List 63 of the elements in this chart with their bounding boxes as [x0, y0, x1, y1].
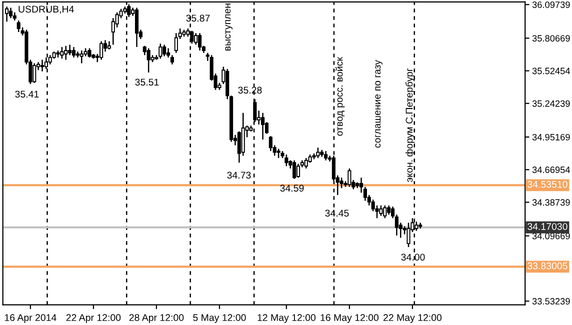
- candlestick: [60, 46, 64, 60]
- x-tick-label: 16 May 12:00: [320, 314, 379, 323]
- candlestick: [348, 168, 352, 188]
- x-tick-label: 12 May 12:00: [258, 314, 316, 323]
- candlestick: [292, 160, 296, 180]
- annotation: соглашение по газу: [375, 60, 383, 148]
- candlestick: [276, 148, 280, 159]
- candlestick: [174, 32, 178, 54]
- annotation: 34.73: [227, 172, 251, 179]
- candlestick: [158, 42, 162, 60]
- y-tick-label: 34.09669: [532, 232, 570, 240]
- y-tick-label: 34.38739: [532, 199, 570, 206]
- annotation: 35.28: [238, 86, 262, 94]
- x-tick-label: 22 May 12:00: [383, 314, 442, 323]
- candlestick: [100, 40, 104, 60]
- candlestick: [162, 44, 166, 57]
- y-tick-label: 34.66954: [532, 166, 570, 174]
- candlestick: [304, 157, 308, 170]
- candlestick: [194, 32, 198, 46]
- candlestick: [72, 46, 76, 58]
- candlestick: [32, 62, 36, 84]
- x-tick-label: 28 Apr 12:00: [129, 314, 184, 323]
- candlestick: [316, 146, 320, 159]
- annotation: 34.59: [280, 184, 304, 192]
- annotation: 35.51: [135, 78, 159, 86]
- y-tick-label: 33.53239: [532, 298, 570, 305]
- y-tick-label: 34.95169: [532, 134, 570, 140]
- x-tick-label: 16 Apr 2014: [4, 314, 56, 323]
- annotation: 35.41: [15, 90, 39, 98]
- candlestick: [16, 20, 20, 33]
- candlestick: [134, 7, 139, 48]
- y-tick-label: 36.09739: [532, 1, 570, 8]
- annotation: экон. форум С.Петербург: [405, 68, 415, 182]
- candlestick: [387, 204, 391, 216]
- ref-line-label: 34.17030: [528, 223, 568, 230]
- candlestick: [383, 204, 387, 219]
- candlestick: [88, 48, 92, 58]
- annotation: выступлен: [225, 4, 233, 50]
- ref-line-label: 34.53510: [528, 180, 568, 188]
- candlestick: [68, 44, 72, 56]
- candlestick: [324, 150, 328, 161]
- candlestick: [64, 45, 68, 60]
- candlestick: [379, 204, 383, 216]
- y-tick-label: 35.52454: [532, 68, 570, 74]
- annotation: отвод росс. войск: [335, 56, 345, 136]
- y-tick-label: 35.24239: [532, 100, 570, 107]
- candlestick: [284, 154, 288, 167]
- candlestick: [261, 112, 265, 140]
- candlestick: [406, 222, 410, 248]
- candlestick: [296, 163, 300, 178]
- annotation: 34.00: [401, 254, 425, 261]
- ref-line-label: 33.83005: [528, 262, 568, 270]
- y-tick-label: 35.80669: [532, 35, 570, 42]
- chart-title: USDRUB,H4: [18, 6, 74, 14]
- candlestick: [40, 59, 44, 72]
- candlestick: [198, 32, 202, 52]
- candlestick: [268, 135, 272, 152]
- x-tick-label: 5 May 12:00: [193, 314, 246, 323]
- candlestick: [80, 50, 84, 64]
- candlestick: [8, 7, 13, 19]
- candlestick: [146, 48, 150, 74]
- x-tick-label: 22 Apr 12:00: [66, 314, 121, 323]
- annotation: 35.87: [186, 14, 210, 22]
